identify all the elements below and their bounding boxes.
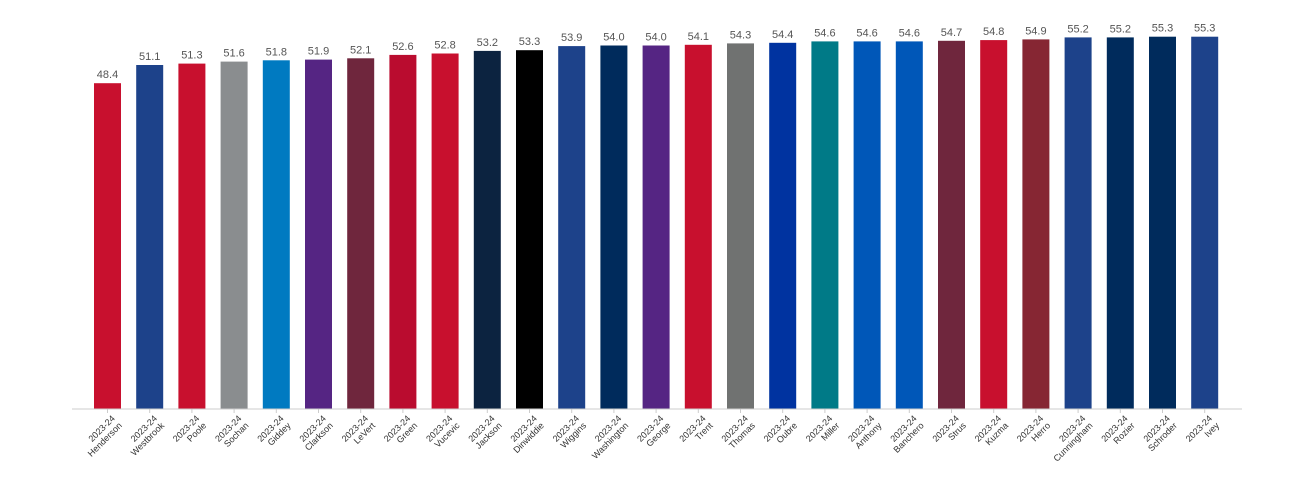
bar-ivey [1191, 36, 1219, 409]
value-label: 54.6 [814, 27, 835, 39]
value-label: 52.1 [350, 44, 371, 56]
value-label: 54.8 [983, 26, 1004, 38]
bar-sochan [220, 61, 248, 409]
bar-rozier [1106, 37, 1134, 410]
bar-giddey [262, 60, 290, 410]
value-label: 51.9 [308, 46, 329, 58]
bar-poole [178, 63, 206, 409]
value-label: 52.6 [392, 41, 413, 53]
bar-george [642, 45, 670, 409]
value-label: 53.9 [561, 32, 582, 44]
value-label: 51.8 [266, 46, 287, 58]
bar-cunningham [1064, 37, 1092, 410]
bar-strus [938, 40, 965, 410]
value-label: 54.6 [899, 27, 920, 39]
value-label: 48.4 [97, 69, 118, 81]
bar-clarkson [305, 59, 332, 409]
value-label: 54.6 [856, 27, 877, 39]
value-labels-layer: 48.4 51.1 51.3 51.6 51.8 51.9 52.1 52.6 52.8 53.2… [97, 23, 1216, 81]
bar-thomas [727, 43, 754, 410]
bar-banchero [895, 41, 923, 410]
bar-herro [1022, 39, 1050, 410]
value-label: 51.6 [223, 48, 244, 60]
bar-wiggins [558, 46, 586, 409]
bar-jackson [473, 50, 501, 410]
bar-miller [811, 41, 839, 410]
value-label: 55.2 [1067, 23, 1088, 35]
bar-dinwiddie [516, 50, 543, 409]
bar-oubre [769, 42, 797, 410]
value-label: 54.1 [688, 31, 709, 43]
bar-schroder [1149, 36, 1176, 409]
value-label: 53.3 [519, 36, 540, 48]
value-label: 54.4 [772, 29, 793, 41]
bar-henderson [94, 83, 121, 409]
value-label: 53.2 [477, 37, 498, 49]
bar-trent [684, 44, 712, 410]
value-label: 54.7 [941, 27, 962, 39]
bar-green [389, 54, 417, 410]
bar-washington [600, 45, 628, 409]
bar-kuzma [980, 40, 1008, 409]
value-label: 52.8 [434, 40, 455, 52]
value-label: 55.2 [1110, 23, 1131, 35]
value-label: 55.3 [1152, 23, 1173, 35]
bars-layer [94, 36, 1219, 410]
bar-vucevic [431, 53, 459, 409]
value-label: 51.1 [139, 51, 160, 63]
value-label: 55.3 [1194, 23, 1215, 35]
value-label: 51.3 [181, 50, 202, 62]
value-label: 54.9 [1025, 25, 1046, 37]
value-label: 54.0 [603, 32, 624, 44]
bar-levert [347, 58, 375, 410]
bar-westbrook [136, 65, 164, 409]
value-label: 54.3 [730, 29, 751, 41]
value-label: 54.0 [645, 32, 666, 44]
bar-anthony [853, 41, 881, 410]
